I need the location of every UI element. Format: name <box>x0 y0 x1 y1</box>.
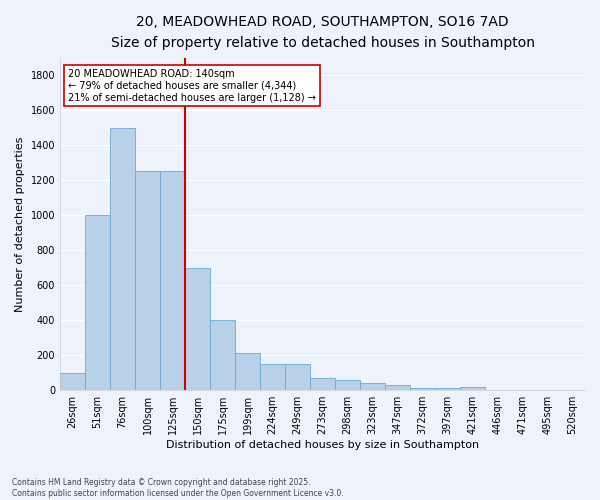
Bar <box>235 354 260 390</box>
Bar <box>460 386 485 390</box>
Bar <box>385 385 410 390</box>
Bar <box>210 320 235 390</box>
Bar <box>335 380 360 390</box>
Bar <box>110 128 135 390</box>
Text: 20 MEADOWHEAD ROAD: 140sqm
← 79% of detached houses are smaller (4,344)
21% of s: 20 MEADOWHEAD ROAD: 140sqm ← 79% of deta… <box>68 70 316 102</box>
Bar <box>85 215 110 390</box>
Bar <box>360 383 385 390</box>
Bar <box>260 364 285 390</box>
Bar <box>135 172 160 390</box>
Bar <box>410 388 435 390</box>
Bar <box>160 172 185 390</box>
Text: Contains HM Land Registry data © Crown copyright and database right 2025.
Contai: Contains HM Land Registry data © Crown c… <box>12 478 344 498</box>
Bar <box>185 268 210 390</box>
Bar <box>60 372 85 390</box>
X-axis label: Distribution of detached houses by size in Southampton: Distribution of detached houses by size … <box>166 440 479 450</box>
Bar <box>310 378 335 390</box>
Bar <box>435 388 460 390</box>
Bar <box>285 364 310 390</box>
Title: 20, MEADOWHEAD ROAD, SOUTHAMPTON, SO16 7AD
Size of property relative to detached: 20, MEADOWHEAD ROAD, SOUTHAMPTON, SO16 7… <box>110 15 535 50</box>
Y-axis label: Number of detached properties: Number of detached properties <box>15 136 25 312</box>
